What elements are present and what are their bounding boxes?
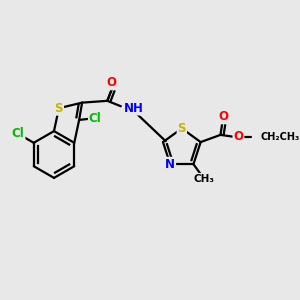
- Text: S: S: [178, 122, 186, 135]
- Text: O: O: [218, 110, 228, 123]
- Text: Cl: Cl: [89, 112, 102, 125]
- Text: CH₃: CH₃: [194, 174, 214, 184]
- Text: O: O: [233, 130, 244, 143]
- Text: S: S: [55, 102, 63, 115]
- Text: NH: NH: [124, 101, 143, 115]
- Text: O: O: [107, 76, 117, 89]
- Text: N: N: [165, 158, 175, 171]
- Text: CH₂CH₃: CH₂CH₃: [260, 132, 299, 142]
- Text: Cl: Cl: [12, 127, 25, 140]
